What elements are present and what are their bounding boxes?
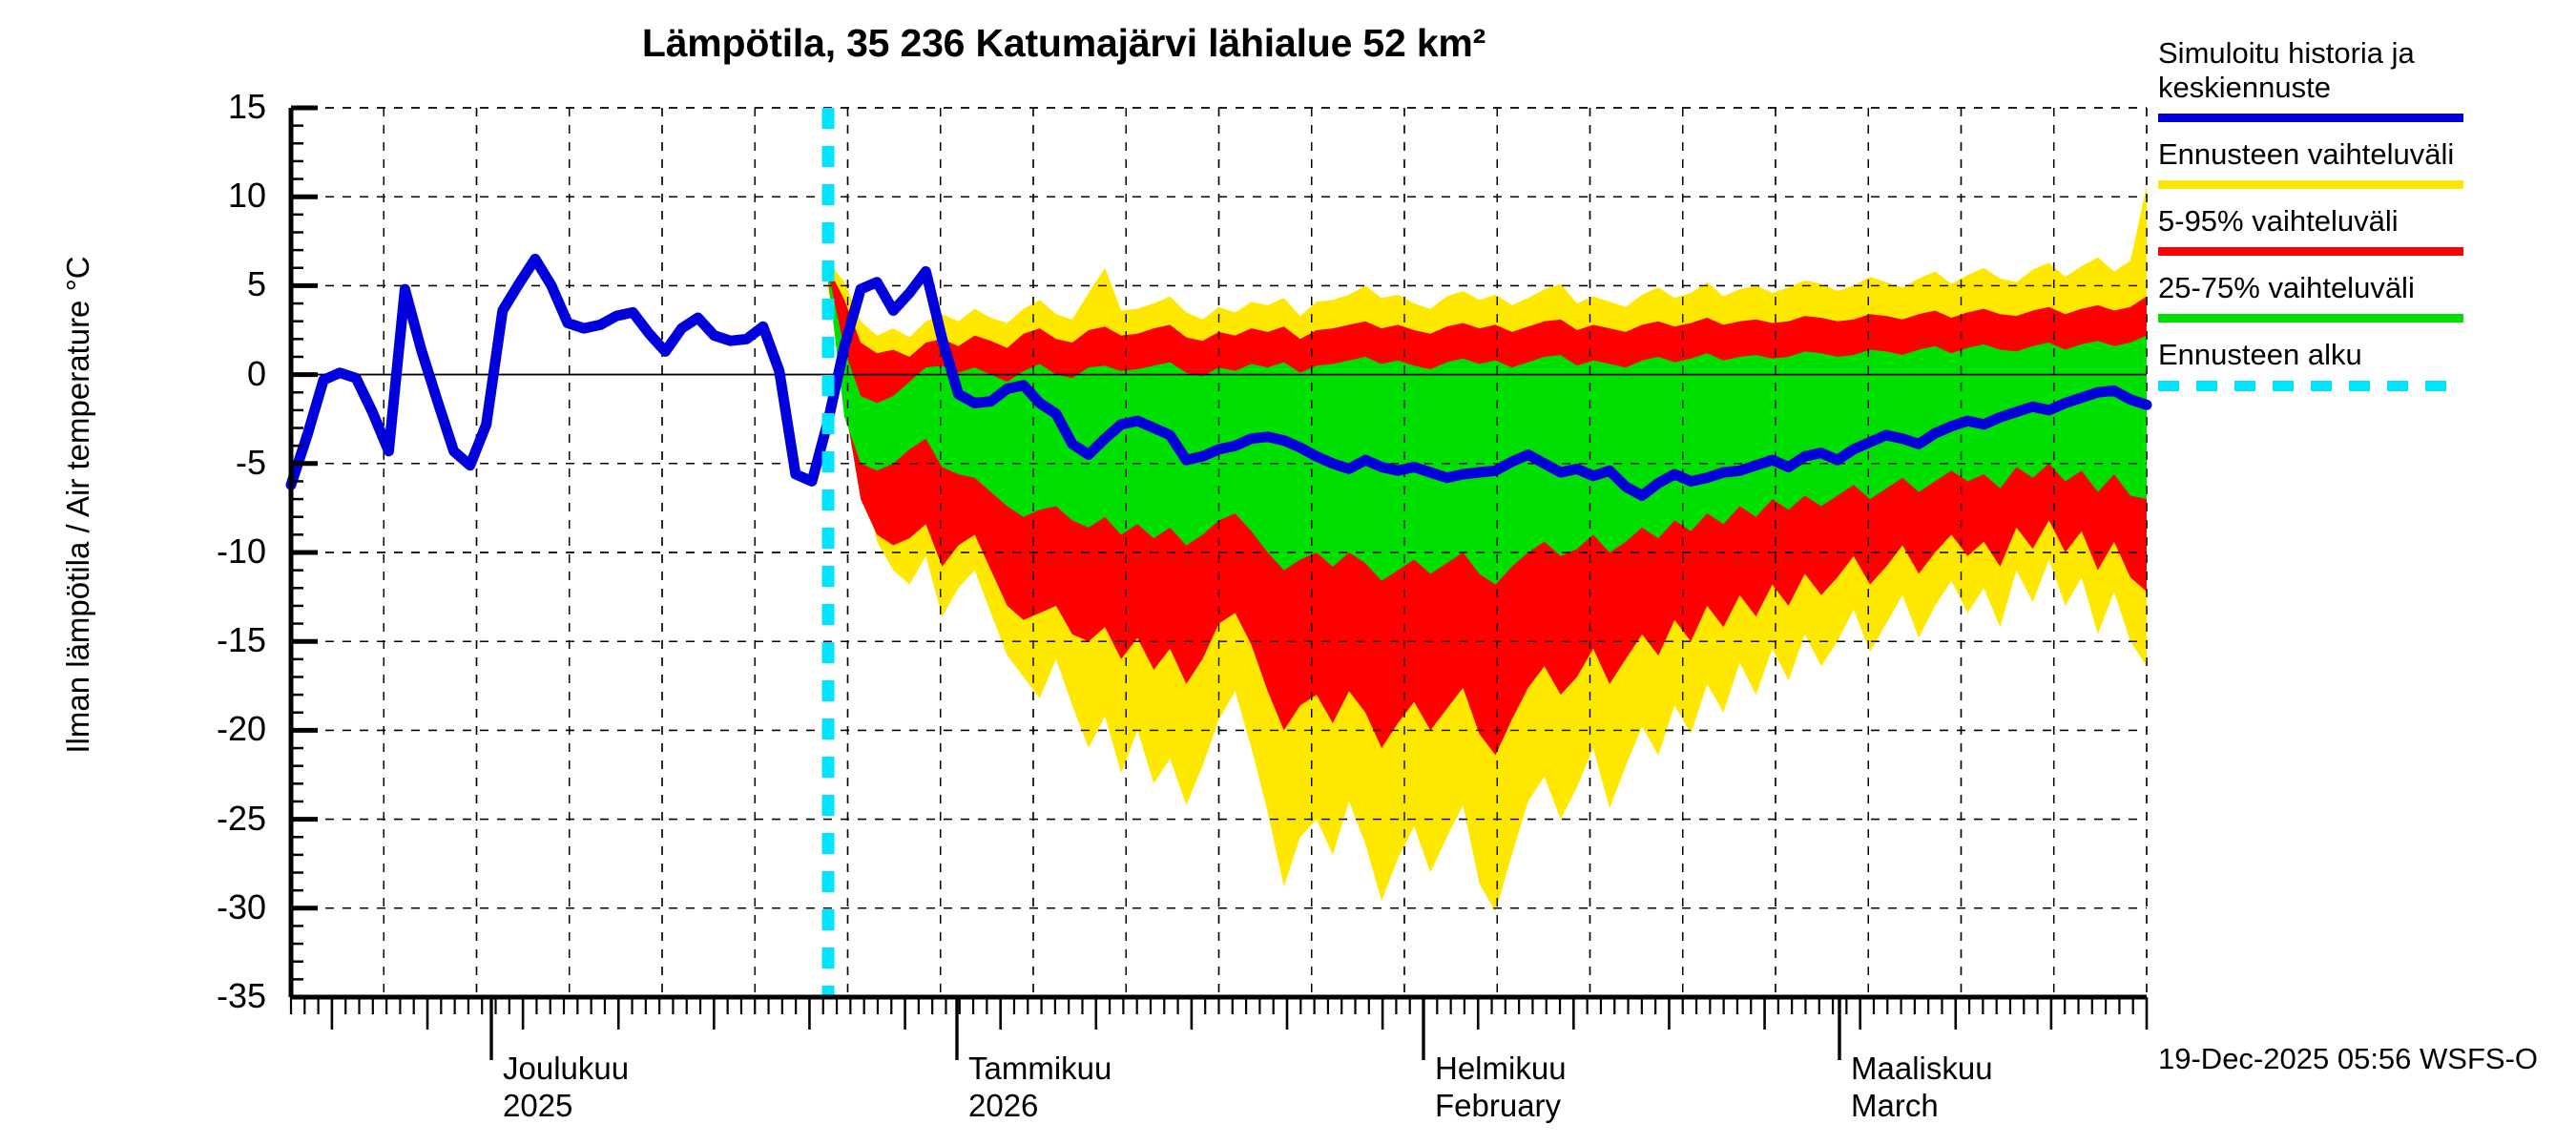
legend-color-swatch xyxy=(2158,113,2463,122)
timestamp-footer: 19-Dec-2025 05:56 WSFS-O xyxy=(2158,1042,2539,1075)
y-tick-label: -15 xyxy=(216,620,266,660)
x-axis-month-label: Helmikuu February xyxy=(1435,1051,1567,1125)
legend-item: Ennusteen alku xyxy=(2158,338,2568,391)
legend-item: 25-75% vaihteluväli xyxy=(2158,271,2568,323)
mean-forecast-line xyxy=(285,253,2152,501)
y-tick-label: -35 xyxy=(216,976,266,1015)
x-axis-month-label: Tammikuu 2026 xyxy=(968,1051,1111,1125)
x-axis-month-fi: Tammikuu xyxy=(968,1051,1112,1086)
x-axis-month-fi: Helmikuu xyxy=(1435,1051,1567,1086)
y-tick-label: 15 xyxy=(227,87,266,126)
y-tick-label: -10 xyxy=(216,531,266,571)
y-tick-label: 10 xyxy=(227,176,266,216)
y-tick-label: -30 xyxy=(216,886,266,926)
page-title: Lämpötila, 35 236 Katumajärvi lähialue 5… xyxy=(641,21,1486,65)
legend-color-swatch xyxy=(2158,313,2463,323)
chart-legend: Simuloitu historia ja keskiennuste Ennust… xyxy=(2158,36,2568,406)
y-tick-label: 0 xyxy=(246,353,266,393)
legend-color-swatch xyxy=(2158,179,2463,189)
legend-item-label: Simuloitu historia ja keskiennuste xyxy=(2158,36,2415,104)
x-axis-month-fi: Joulukuu xyxy=(503,1051,630,1086)
x-axis-month-en: February xyxy=(1435,1087,1562,1123)
legend-color-swatch xyxy=(2158,380,2463,391)
legend-item-label: Ennusteen alku xyxy=(2158,337,2362,371)
legend-color-swatch xyxy=(2158,246,2463,256)
legend-item: 5-95% vaihteluväli xyxy=(2158,204,2568,256)
legend-item: Ennusteen vaihteluväli xyxy=(2158,137,2568,189)
x-axis-month-label: Joulukuu 2025 xyxy=(503,1051,629,1125)
legend-item-label: 5-95% vaihteluväli xyxy=(2158,203,2399,238)
legend-item-label: Ennusteen vaihteluväli xyxy=(2158,136,2455,171)
x-axis-month-en: March xyxy=(1851,1087,1939,1123)
y-tick-label: 5 xyxy=(246,264,266,304)
y-tick-label: -25 xyxy=(216,798,266,838)
legend-item-label: 25-75% vaihteluväli xyxy=(2158,270,2415,304)
x-axis-month-fi: Maaliskuu xyxy=(1851,1051,1993,1086)
y-tick-label: -5 xyxy=(235,442,266,482)
x-axis-month-label: Maaliskuu March xyxy=(1851,1051,1993,1125)
band-green xyxy=(828,271,2147,585)
x-axis-month-en: 2026 xyxy=(968,1087,1039,1123)
y-tick-label: -20 xyxy=(216,709,266,749)
legend-item: Simuloitu historia ja keskiennuste xyxy=(2158,36,2568,122)
x-axis-month-en: 2025 xyxy=(503,1087,573,1123)
